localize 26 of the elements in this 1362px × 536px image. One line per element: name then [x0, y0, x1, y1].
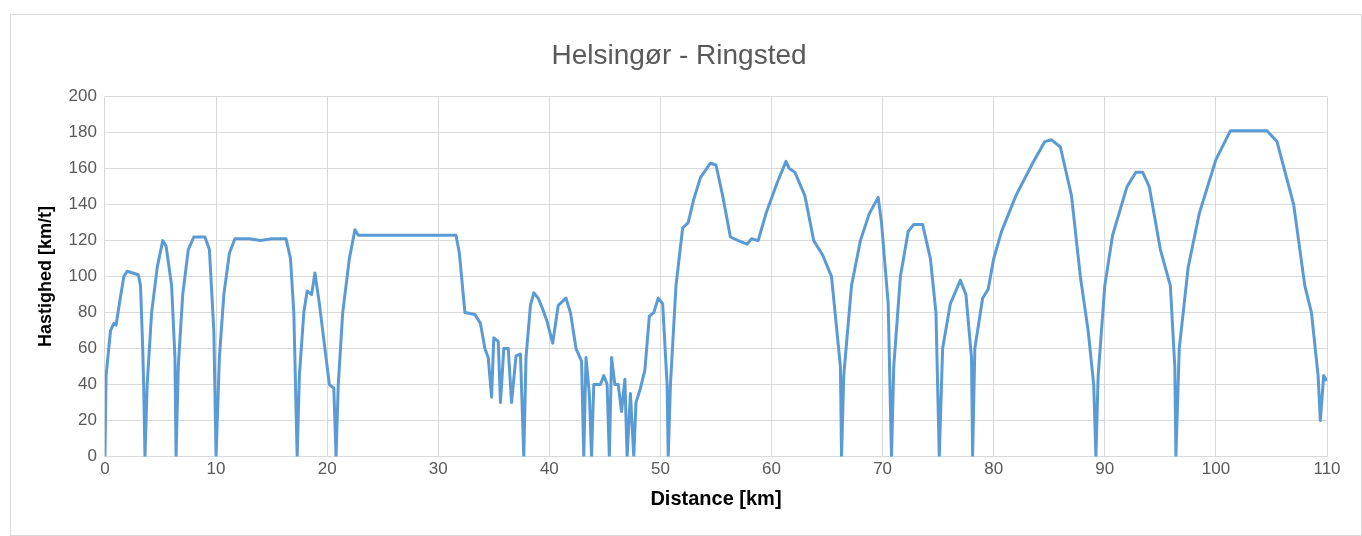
- x-tick-label: 10: [206, 459, 226, 479]
- y-tick-label: 140: [68, 194, 97, 214]
- x-tick-label: 90: [1095, 459, 1115, 479]
- x-tick-label: 40: [539, 459, 559, 479]
- y-axis-title: Hastighed [km/t]: [34, 206, 55, 348]
- x-tick-label: 60: [762, 459, 781, 479]
- chart-title: Helsingør - Ringsted: [551, 38, 807, 70]
- x-tick-label: 50: [650, 459, 670, 479]
- y-tick-label: 20: [78, 410, 97, 430]
- y-tick-label: 200: [68, 86, 97, 106]
- x-tick-label: 30: [428, 459, 448, 479]
- x-tick-label: 0: [100, 459, 110, 479]
- x-tick-label: 80: [984, 459, 1004, 479]
- x-tick-label: 110: [1313, 459, 1341, 479]
- y-tick-label: 60: [78, 338, 97, 358]
- x-tick-label: 70: [873, 459, 893, 479]
- y-tick-label: 160: [68, 158, 97, 178]
- x-tick-label: 20: [317, 459, 337, 479]
- y-tick-label: 120: [68, 230, 97, 250]
- y-tick-label: 40: [78, 374, 97, 394]
- y-tick-label: 0: [87, 446, 97, 466]
- y-tick-label: 180: [68, 122, 97, 142]
- y-tick-label: 80: [78, 302, 97, 322]
- x-axis-title: Distance [km]: [650, 486, 782, 509]
- y-tick-label: 100: [68, 266, 97, 286]
- x-tick-label: 100: [1201, 459, 1231, 479]
